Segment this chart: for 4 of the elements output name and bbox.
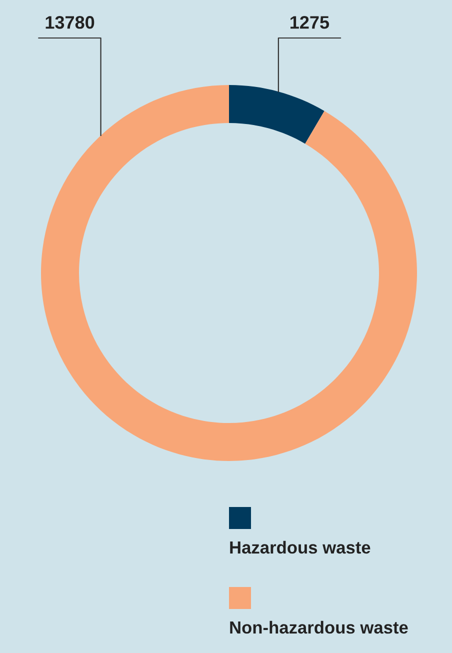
legend-label: Hazardous waste — [230, 540, 370, 554]
data-label: 13780 — [46, 16, 94, 29]
data-label: 1275 — [290, 16, 330, 29]
legend-label: Non-hazardous waste — [230, 620, 408, 634]
